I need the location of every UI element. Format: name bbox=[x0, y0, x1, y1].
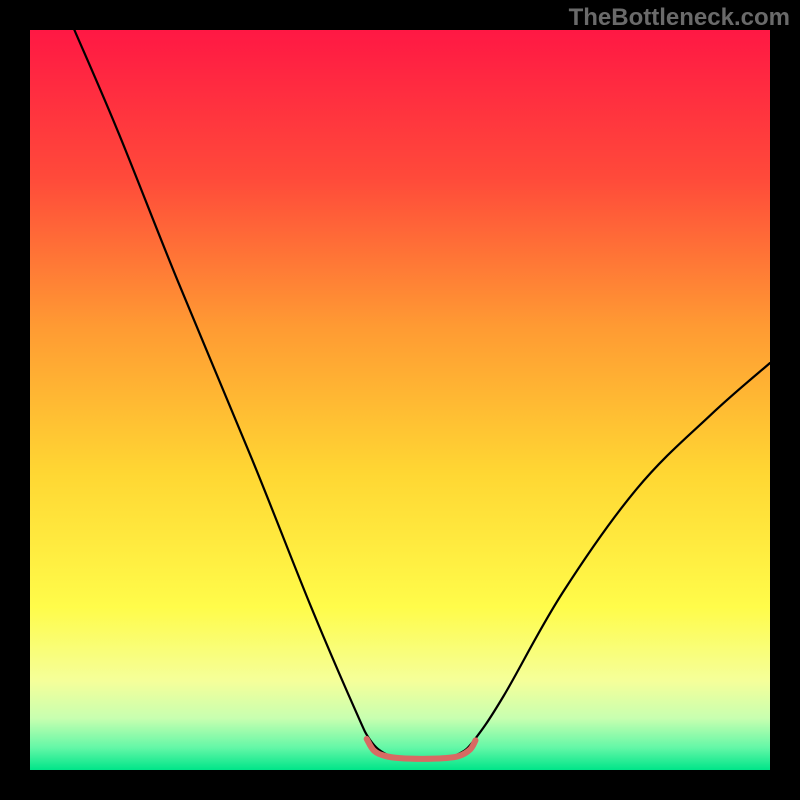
chart-frame: TheBottleneck.com bbox=[0, 0, 800, 800]
bottom-highlight bbox=[367, 739, 476, 759]
watermark-text: TheBottleneck.com bbox=[569, 4, 790, 32]
plot-area bbox=[30, 30, 770, 770]
curve-overlay bbox=[30, 30, 770, 770]
bottleneck-curve bbox=[74, 30, 770, 758]
